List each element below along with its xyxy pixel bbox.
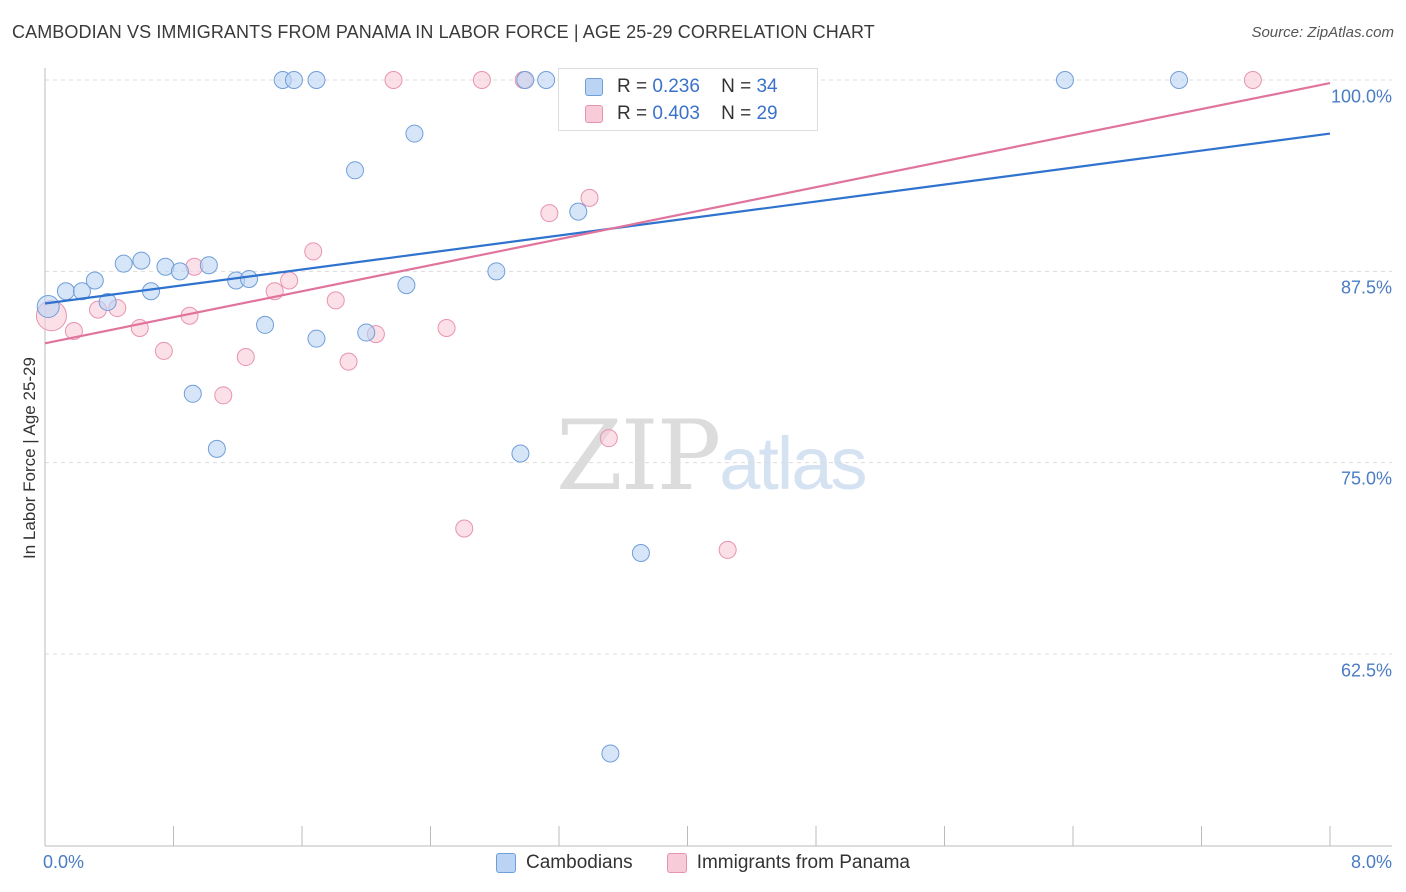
cambodian-point	[487, 262, 506, 281]
watermark-zip: ZIP	[556, 400, 721, 512]
cambodian-point	[357, 323, 376, 342]
n-label: N =	[721, 76, 752, 97]
r-label: R =	[617, 103, 648, 124]
n-label: N =	[721, 103, 752, 124]
panama-point	[236, 348, 255, 367]
cambodian-point	[199, 256, 218, 275]
panama-point	[540, 204, 559, 223]
legend-row-cambodians: R = 0.236 N = 34	[585, 74, 778, 100]
y-axis-label: In Labor Force | Age 25-29	[20, 357, 39, 559]
y-tick-label: 100.0%	[1330, 86, 1392, 107]
cambodian-point	[98, 292, 117, 311]
cambodian-point	[36, 295, 60, 319]
panama-point	[326, 291, 345, 310]
legend-row-panama: R = 0.403 N = 29	[585, 101, 778, 127]
panama-point	[214, 386, 233, 405]
cambodian-point	[397, 276, 416, 295]
watermark: ZIPatlas	[556, 400, 868, 512]
legend-item-panama[interactable]: Immigrants from Panama	[666, 852, 910, 874]
cambodian-point	[183, 384, 202, 403]
panama-point	[718, 540, 737, 559]
panama-point	[154, 341, 173, 360]
cambodian-point	[85, 271, 104, 290]
cambodian-point	[569, 202, 588, 221]
series-legend: Cambodians Immigrants from Panama	[0, 852, 1406, 874]
chart-title: CAMBODIAN VS IMMIGRANTS FROM PANAMA IN L…	[12, 22, 875, 42]
cambodian-point	[1055, 71, 1074, 89]
cambodian-point	[239, 269, 258, 288]
cambodians-trend-line	[44, 132, 1331, 305]
panama-point	[384, 71, 403, 89]
cambodian-point	[207, 439, 226, 458]
legend-item-cambodians[interactable]: Cambodians	[496, 852, 633, 874]
cambodian-point	[114, 254, 133, 273]
panama-swatch	[585, 105, 603, 123]
n-value: 29	[756, 103, 778, 124]
n-value: 34	[756, 76, 778, 97]
r-value: 0.236	[652, 76, 700, 97]
cambodian-points	[36, 71, 1189, 763]
x-tick-label: 0.0%	[43, 852, 85, 872]
cambodian-point	[132, 251, 151, 270]
x-tick-label: 8.0%	[1350, 852, 1392, 872]
panama-point	[280, 271, 299, 290]
panama-trend-line	[44, 81, 1331, 345]
panama-points	[35, 71, 1262, 559]
panama-point	[1243, 71, 1262, 89]
watermark-atlas: atlas	[719, 422, 867, 505]
cambodian-point	[256, 315, 275, 334]
cambodian-point	[1170, 71, 1189, 89]
cambodian-point	[511, 444, 530, 463]
cambodian-point	[284, 71, 303, 89]
cambodians-swatch	[585, 78, 603, 96]
cambodian-point	[72, 282, 91, 301]
cambodian-point	[405, 124, 424, 143]
cambodian-point	[601, 744, 620, 763]
source-credit: Source: ZipAtlas.com	[1251, 24, 1394, 41]
cambodian-point	[307, 71, 326, 89]
cambodian-point	[537, 71, 556, 89]
grid-lines	[45, 79, 1392, 655]
cambodian-point	[516, 71, 535, 89]
axes	[44, 68, 1392, 847]
panama-point	[580, 188, 599, 207]
cambodian-point	[170, 262, 189, 281]
cambodian-point	[307, 329, 326, 348]
cambodians-legend-swatch	[496, 853, 517, 873]
r-value: 0.403	[652, 103, 700, 124]
cambodian-point	[631, 543, 650, 562]
trend-lines	[44, 81, 1331, 345]
panama-point	[339, 352, 358, 371]
panama-point	[472, 71, 491, 89]
panama-point	[455, 519, 474, 538]
panama-point	[64, 322, 83, 341]
cambodian-point	[56, 282, 75, 301]
cambodian-point	[346, 161, 365, 180]
stats-legend: R = 0.236 N = 34 R = 0.403 N = 29	[558, 68, 818, 131]
panama-point	[437, 318, 456, 337]
panama-legend-swatch	[666, 853, 687, 873]
panama-point	[599, 429, 618, 448]
y-tick-label: 75.0%	[1340, 468, 1392, 489]
y-tick-label: 87.5%	[1340, 277, 1392, 298]
r-label: R =	[617, 76, 648, 97]
legend-label: Cambodians	[526, 852, 633, 873]
y-tick-label: 62.5%	[1340, 660, 1392, 681]
panama-point	[304, 242, 323, 261]
legend-label: Immigrants from Panama	[696, 852, 910, 873]
